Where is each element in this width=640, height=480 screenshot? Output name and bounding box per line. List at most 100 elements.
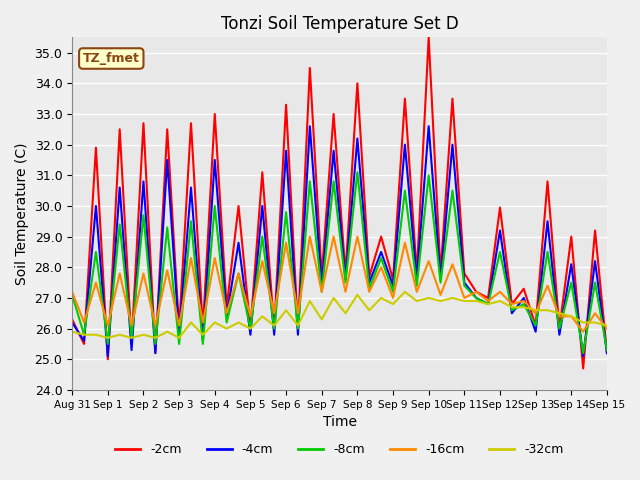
- -2cm: [520, 286, 527, 292]
- -16cm: [413, 289, 420, 295]
- -2cm: [318, 274, 326, 279]
- -16cm: [235, 271, 243, 276]
- -32cm: [223, 326, 230, 332]
- -4cm: [603, 350, 611, 356]
- Title: Tonzi Soil Temperature Set D: Tonzi Soil Temperature Set D: [221, 15, 458, 33]
- -4cm: [318, 283, 326, 288]
- -16cm: [591, 311, 599, 316]
- -8cm: [175, 341, 183, 347]
- -16cm: [330, 234, 337, 240]
- -4cm: [235, 240, 243, 246]
- -16cm: [128, 323, 136, 328]
- -2cm: [449, 96, 456, 102]
- -8cm: [365, 286, 373, 292]
- -8cm: [508, 307, 516, 313]
- -32cm: [342, 311, 349, 316]
- -4cm: [484, 301, 492, 307]
- -32cm: [270, 323, 278, 328]
- -2cm: [140, 120, 147, 126]
- -8cm: [353, 169, 361, 175]
- -8cm: [579, 350, 587, 356]
- -4cm: [556, 332, 563, 337]
- -32cm: [389, 301, 397, 307]
- -2cm: [294, 326, 302, 332]
- -2cm: [532, 323, 540, 328]
- -32cm: [556, 311, 563, 316]
- -8cm: [389, 289, 397, 295]
- -2cm: [116, 126, 124, 132]
- -4cm: [401, 142, 409, 147]
- -32cm: [330, 295, 337, 301]
- -8cm: [259, 234, 266, 240]
- Line: -16cm: -16cm: [72, 237, 607, 332]
- -4cm: [365, 280, 373, 286]
- -16cm: [472, 289, 480, 295]
- -16cm: [80, 320, 88, 325]
- -16cm: [259, 258, 266, 264]
- -32cm: [318, 316, 326, 322]
- -32cm: [116, 332, 124, 337]
- -32cm: [92, 332, 100, 337]
- Line: -32cm: -32cm: [72, 292, 607, 338]
- -2cm: [579, 366, 587, 372]
- -2cm: [330, 111, 337, 117]
- -8cm: [163, 225, 171, 230]
- -2cm: [436, 271, 444, 276]
- -16cm: [223, 311, 230, 316]
- -4cm: [104, 353, 111, 359]
- -2cm: [472, 289, 480, 295]
- -8cm: [532, 323, 540, 328]
- -16cm: [282, 240, 290, 246]
- -8cm: [591, 280, 599, 286]
- -8cm: [235, 271, 243, 276]
- -2cm: [556, 326, 563, 332]
- -2cm: [282, 102, 290, 108]
- -32cm: [152, 335, 159, 341]
- -16cm: [389, 295, 397, 301]
- -4cm: [199, 338, 207, 344]
- -32cm: [199, 332, 207, 337]
- -2cm: [591, 228, 599, 233]
- -32cm: [294, 323, 302, 328]
- -32cm: [449, 295, 456, 301]
- -4cm: [425, 123, 433, 129]
- -2cm: [484, 295, 492, 301]
- -16cm: [579, 329, 587, 335]
- -4cm: [378, 249, 385, 255]
- -2cm: [104, 356, 111, 362]
- -4cm: [163, 157, 171, 163]
- -8cm: [556, 326, 563, 332]
- -16cm: [140, 271, 147, 276]
- -2cm: [353, 81, 361, 86]
- -8cm: [199, 341, 207, 347]
- -16cm: [152, 323, 159, 328]
- -32cm: [163, 329, 171, 335]
- -32cm: [568, 313, 575, 319]
- -16cm: [543, 283, 551, 288]
- Y-axis label: Soil Temperature (C): Soil Temperature (C): [15, 143, 29, 285]
- -32cm: [353, 292, 361, 298]
- -8cm: [128, 335, 136, 341]
- -2cm: [92, 145, 100, 151]
- -4cm: [282, 148, 290, 154]
- -4cm: [496, 228, 504, 233]
- -32cm: [603, 323, 611, 328]
- -4cm: [449, 142, 456, 147]
- -2cm: [152, 350, 159, 356]
- -32cm: [140, 332, 147, 337]
- -16cm: [378, 264, 385, 270]
- -32cm: [128, 335, 136, 341]
- -8cm: [187, 218, 195, 224]
- -2cm: [603, 350, 611, 356]
- -32cm: [104, 335, 111, 341]
- -32cm: [246, 326, 254, 332]
- -4cm: [520, 295, 527, 301]
- -16cm: [365, 289, 373, 295]
- -4cm: [342, 276, 349, 282]
- -2cm: [413, 271, 420, 276]
- -2cm: [378, 234, 385, 240]
- Text: TZ_fmet: TZ_fmet: [83, 52, 140, 65]
- -8cm: [246, 326, 254, 332]
- -4cm: [294, 332, 302, 337]
- -2cm: [187, 120, 195, 126]
